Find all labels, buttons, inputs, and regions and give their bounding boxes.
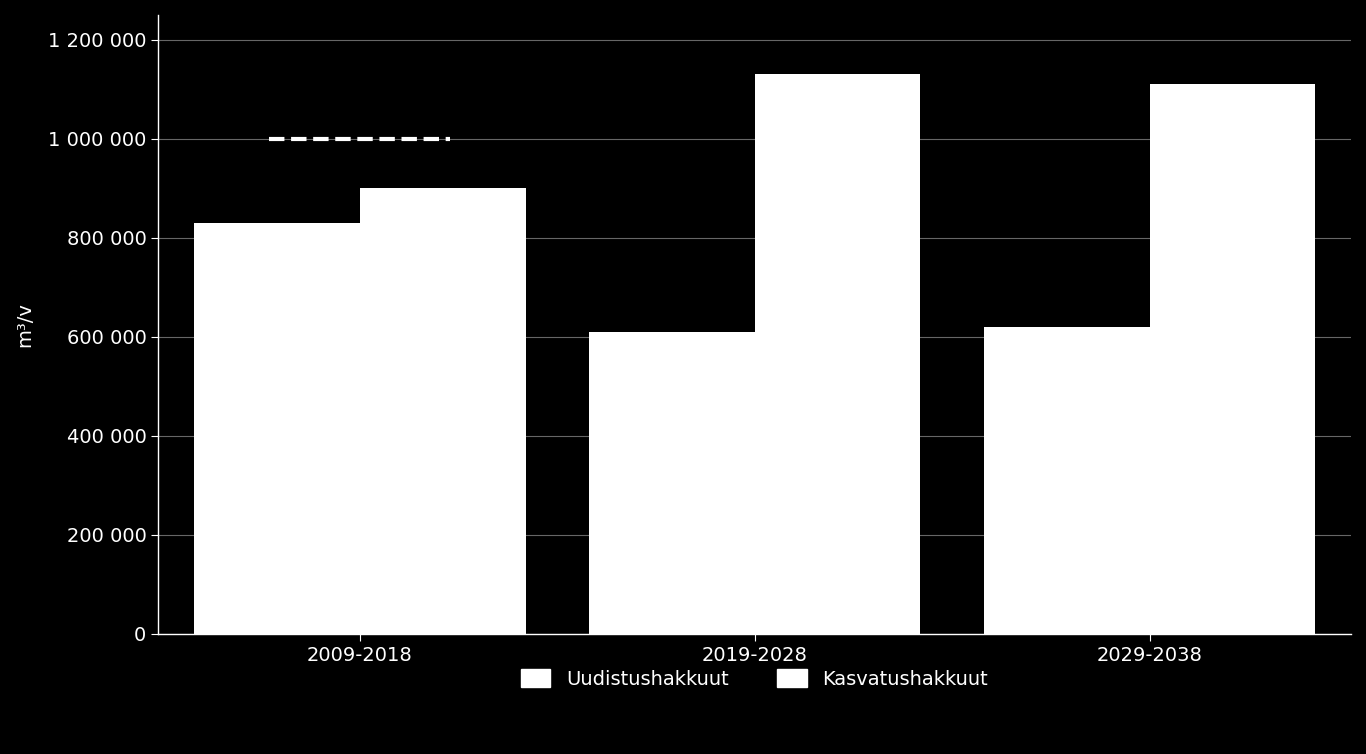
Bar bbox=[1150, 84, 1315, 634]
Y-axis label: m³/v: m³/v bbox=[15, 302, 34, 347]
Bar bbox=[754, 75, 921, 634]
Bar bbox=[359, 188, 526, 634]
Bar bbox=[194, 223, 359, 634]
Bar bbox=[984, 327, 1150, 634]
Bar bbox=[589, 332, 754, 634]
Legend: Uudistushakkuut, Kasvatushakkuut: Uudistushakkuut, Kasvatushakkuut bbox=[512, 660, 997, 698]
